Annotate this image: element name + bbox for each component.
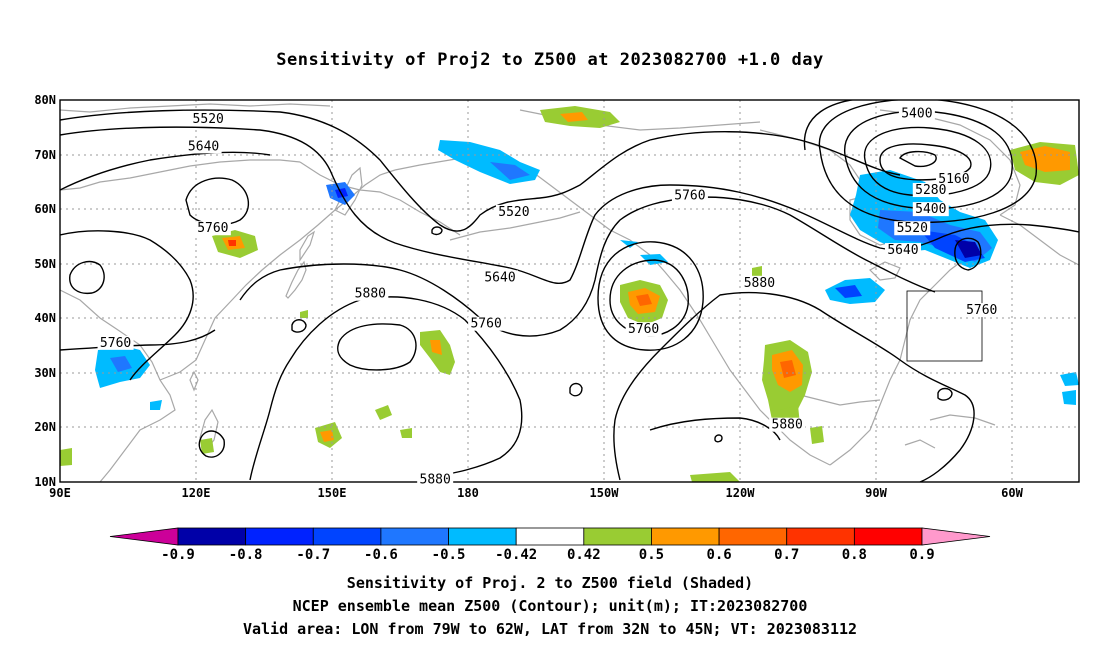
contour-label-background [495,204,532,219]
colorbar-segment [380,527,449,546]
colorbar-segment [853,527,923,546]
contour-label: 5520 [193,112,224,127]
lat-label-60n: 60N [34,202,56,216]
colorbar-tick-label: 0.5 [639,547,664,563]
plot-frame [59,99,1080,483]
contour-label: 5760 [100,336,131,351]
lon-label-90w: 90W [865,486,887,500]
colorbar-low-end [109,527,179,546]
contour-label: 5640 [484,270,515,285]
contour-label-background [190,112,227,127]
contour-label: 5880 [355,287,386,302]
colorbar-tick-label: -0.6 [364,547,398,563]
contour-label-background [894,221,931,236]
colorbar-tick-label: 0.6 [706,547,731,563]
contour-label-background [671,188,708,203]
colorbar-tick-label: 0.8 [842,547,867,563]
contour-label: 5520 [897,221,928,236]
caption-line-3: Valid area: LON from 79W to 62W, LAT fro… [242,620,858,638]
contour-label-background [352,286,389,301]
contour-label-background [741,275,778,290]
lat-label-20n: 20N [34,420,56,434]
contour-label: 5760 [197,221,228,236]
lon-label-120e: 120E [182,486,211,500]
longitude-labels: 90E 120E 150E 180 150W 120W 90W 60W [49,486,1023,500]
colorbar-tick-label: 0.42 [567,547,601,563]
colorbar-tick-label: 0.7 [774,547,799,563]
lat-label-50n: 50N [34,257,56,271]
contour-label: 5760 [966,303,997,318]
contour-label-background [482,270,519,285]
contour-label-background [417,472,454,487]
lat-label-30n: 30N [34,366,56,380]
latitude-labels: 80N 70N 60N 50N 40N 30N 20N 10N [34,93,56,489]
colorbar-segment [177,527,247,546]
contour-label: 5760 [470,317,501,332]
contour-label: 5400 [915,202,946,217]
contour-label-background [912,202,949,217]
contour-label: 5880 [744,276,775,291]
colorbar-segment [515,527,585,546]
colorbar-segment [583,527,652,546]
lat-label-70n: 70N [34,148,56,162]
contour-labels: 5520 5640 5760 5760 5880 5880 5520 5640 5760 5760… [97,106,1000,487]
contour-label: 5640 [887,243,918,258]
colorbar-tick-label: -0.9 [161,547,195,563]
caption-line-1: Sensitivity of Proj. 2 to Z500 field (Sh… [346,574,754,592]
lon-label-60w: 60W [1001,486,1023,500]
colorbar-tick-label: -0.8 [229,547,263,563]
contour-label-background [963,303,1000,318]
contour-label-background [769,417,806,432]
lat-label-40n: 40N [34,311,56,325]
contour-label-background [625,322,662,337]
caption-line-2: NCEP ensemble mean Z500 (Contour); unit(… [292,597,808,615]
contour-label: 5400 [901,107,932,122]
lat-label-10n: 10N [34,475,56,489]
colorbar-segment [786,527,855,546]
contour-label: 5880 [420,472,451,487]
valid-area-box [906,290,983,362]
lon-label-150e: 150E [318,486,347,500]
lon-label-150w: 150W [590,486,620,500]
contour-label: 5760 [628,322,659,337]
contour-label: 5280 [915,183,946,198]
colorbar-segment [651,527,720,546]
colorbar-tick-label: 0.9 [909,547,934,563]
contour-label: 5520 [498,205,529,220]
colorbar-segment [312,527,382,546]
lon-label-90e: 90E [49,486,71,500]
contour-label-background [97,335,134,350]
contour-label-background [935,172,972,187]
contour-label-background [884,243,921,258]
map-title: Sensitivity of Proj2 to Z500 at 20230827… [276,50,824,70]
lon-label-180: 180 [457,486,479,500]
contour-label: 5760 [674,189,705,204]
contour-label-background [912,183,949,198]
colorbar-segment [245,527,314,546]
lat-label-80n: 80N [34,93,56,107]
contour-label-background [194,221,231,236]
z500-contours [60,100,1079,482]
contour-label-background [898,106,935,121]
colorbar: -0.9 -0.8 -0.7 -0.6 -0.5 -0.42 0.42 0.5 0.6 0.7 0.… [109,527,991,563]
colorbar-tick-label: -0.5 [432,547,466,563]
contour-label: 5640 [188,139,219,154]
contour-label-background [185,139,222,154]
colorbar-tick-label: -0.7 [296,547,330,563]
colorbar-segment [718,527,788,546]
lon-label-120w: 120W [726,486,756,500]
contour-label-background [468,316,505,331]
colorbar-segment [448,527,517,546]
colorbar-high-end [921,527,991,546]
colorbar-tick-label: -0.42 [495,547,537,563]
contour-label: 5880 [772,418,803,433]
